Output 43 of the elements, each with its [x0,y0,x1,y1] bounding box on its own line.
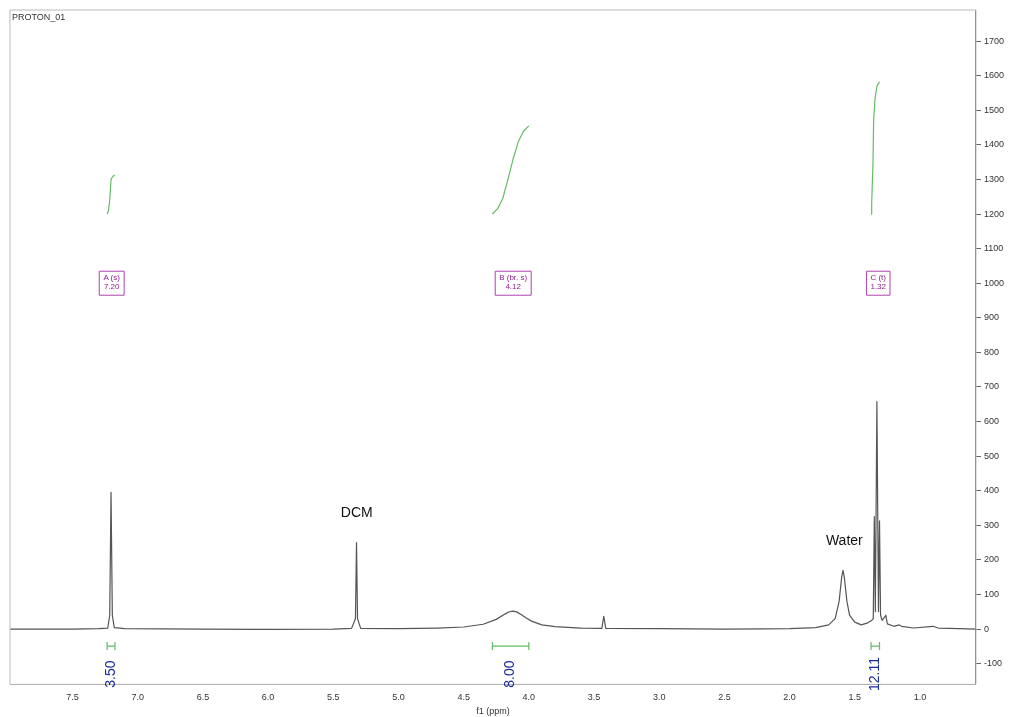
x-tick-label: 5.0 [392,692,405,703]
y-tick-label: 400 [983,485,1000,496]
annotation: A (s) 7.20 [103,273,121,292]
x-tick-label: 1.0 [913,692,927,703]
y-tick-label: -100 [983,658,1002,669]
y-tick-label: 800 [983,346,1000,357]
x-tick-label: 2.5 [718,692,731,703]
y-tick-label: 700 [983,381,1000,392]
y-tick-label: 200 [983,554,1000,565]
y-tick-label: 1700 [983,35,1005,46]
y-tick-label: 900 [983,312,1000,323]
x-tick-label: 6.5 [196,692,210,703]
x-axis-title: f1 (ppm) [476,706,510,717]
x-tick-label: 4.0 [522,692,536,703]
x-tick-label: 3.5 [587,692,601,703]
y-tick-label: 1500 [983,104,1005,115]
y-tick-label: 1200 [983,208,1005,219]
chart-title: PROTON_01 [12,11,66,22]
y-tick-label: 1300 [983,173,1005,184]
annotation: B (br. s) 4.12 [499,273,528,292]
y-tick-label: 1000 [983,277,1005,288]
annotation: 3.50 [101,660,118,688]
annotation: DCM [340,504,373,521]
y-tick-label: 0 [983,623,989,634]
x-tick-label: 3.0 [652,692,666,703]
annotation: 8.00 [501,660,518,688]
y-tick-label: 100 [983,588,1000,599]
y-tick-label: 300 [983,519,1000,530]
annotation: Water [825,532,864,549]
y-tick-label: 1600 [983,70,1005,81]
y-tick-label: 500 [983,450,1000,461]
x-tick-label: 4.5 [457,692,470,703]
x-tick-label: 2.0 [783,692,796,703]
x-tick-label: 5.5 [327,692,340,703]
x-tick-label: 7.0 [131,692,145,703]
x-tick-label: 7.5 [66,692,79,703]
y-tick-label: 1400 [983,139,1005,150]
annotation: C (t) 1.32 [870,273,887,292]
y-tick-label: 1100 [983,243,1004,254]
x-tick-label: 1.5 [848,692,861,703]
x-tick-label: 6.0 [261,692,275,703]
y-tick-label: 600 [983,416,1000,427]
annotation: 12.11 [866,656,883,692]
